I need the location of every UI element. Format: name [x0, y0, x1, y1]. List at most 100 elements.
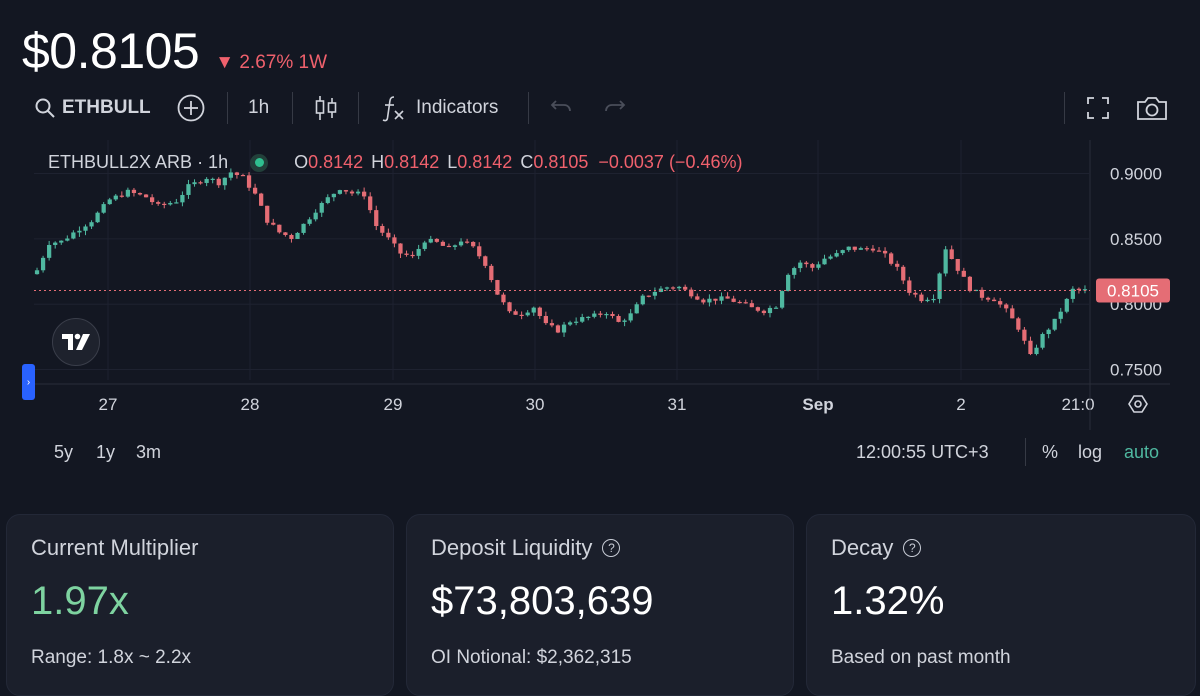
candle-up	[592, 313, 597, 317]
multiplier-card: Current Multiplier 1.97x Range: 1.8x ~ 2…	[6, 514, 394, 696]
sidebar-toggle-handle[interactable]: ›	[22, 364, 35, 400]
clock-time[interactable]: 12:00:55 UTC+3	[856, 442, 989, 462]
candle-up	[828, 256, 833, 259]
candle-down	[695, 296, 700, 300]
candle-up	[767, 307, 773, 314]
candle-down	[410, 254, 415, 257]
multiplier-value: 1.97x	[31, 579, 129, 623]
candle-up	[1082, 289, 1088, 291]
candle-down	[252, 187, 258, 194]
candle-down	[398, 243, 403, 254]
x-tick-label: 27	[99, 395, 118, 414]
legend-low-label: L	[447, 152, 458, 172]
candle-down	[1010, 308, 1015, 319]
candle-down	[143, 194, 149, 198]
candle-down	[810, 264, 815, 268]
candle-up	[943, 249, 948, 274]
fullscreen-button[interactable]	[1086, 88, 1110, 128]
range-1y[interactable]: 1y	[96, 442, 116, 462]
candle-up	[840, 250, 845, 254]
candle-down	[513, 311, 518, 315]
card-label: Decay ?	[831, 535, 922, 561]
card-label: Current Multiplier	[31, 535, 199, 561]
price-change-text: 2.67% 1W	[239, 52, 327, 73]
candle-down	[392, 237, 397, 244]
undo-icon	[550, 100, 571, 112]
candle-down	[882, 250, 888, 254]
log-scale-toggle[interactable]: log	[1078, 442, 1103, 462]
candle-down	[755, 307, 760, 311]
candle-up	[640, 295, 645, 305]
help-icon[interactable]: ?	[602, 539, 621, 557]
candle-down	[519, 314, 524, 316]
candle-down	[271, 222, 276, 225]
candle-up	[71, 232, 76, 239]
camera-icon	[1137, 97, 1167, 120]
y-tick-label: 0.7500	[1110, 361, 1162, 380]
candle-up	[580, 317, 585, 322]
candle-down	[137, 193, 143, 195]
indicators-button[interactable]: Indicators	[382, 88, 498, 128]
candle-up	[574, 321, 579, 323]
axis-settings-icon[interactable]	[1128, 395, 1148, 413]
tradingview-logo-icon[interactable]	[52, 318, 100, 366]
x-tick-label: 29	[384, 395, 403, 414]
candle-down	[440, 241, 445, 246]
candle-up	[416, 248, 421, 256]
candle-down	[864, 248, 870, 250]
candle-up	[779, 291, 785, 308]
redo-button[interactable]	[604, 88, 626, 128]
candle-up	[834, 253, 839, 257]
candle-down	[1016, 318, 1021, 330]
candle-up	[567, 322, 573, 325]
candle-down	[985, 297, 991, 300]
candle-up	[719, 296, 724, 301]
candle-down	[343, 190, 349, 192]
candle-down	[434, 238, 439, 242]
candle-down	[895, 263, 900, 267]
candle-up	[222, 177, 227, 186]
legend-symbol: ETHBULL2X ARB · 1h	[48, 152, 229, 172]
candle-down	[404, 253, 409, 255]
candle-down	[713, 298, 718, 301]
candle-down	[119, 195, 124, 197]
auto-scale-toggle[interactable]: auto	[1124, 442, 1160, 462]
candlestick-chart[interactable]: 27 28 29 30 31 Sep 2 21:00.90000.85000.80000.75…	[0, 140, 1200, 430]
x-tick-label: 30	[526, 395, 545, 414]
percent-scale-toggle[interactable]: %	[1042, 442, 1059, 462]
candle-down	[495, 280, 500, 295]
range-5y[interactable]: 5y	[54, 442, 74, 462]
last-price-badge	[1096, 278, 1170, 303]
help-icon[interactable]: ?	[903, 539, 922, 557]
candle-down	[483, 256, 488, 266]
y-tick-label: 0.8500	[1110, 230, 1162, 249]
candle-up	[664, 287, 670, 289]
candle-up	[1070, 288, 1075, 299]
legend-high-value: 0.8142	[384, 152, 440, 172]
candle-up	[65, 238, 70, 241]
candle-up	[652, 291, 658, 296]
candle-down	[150, 197, 155, 203]
screenshot-button[interactable]	[1136, 88, 1168, 128]
candle-down	[876, 250, 882, 252]
toolbar-divider	[227, 92, 228, 124]
candle-up	[186, 184, 191, 195]
candle-up	[561, 324, 567, 333]
candle-down	[234, 172, 240, 175]
range-3m[interactable]: 3m	[136, 442, 162, 462]
price-chart[interactable]: 27 28 29 30 31 Sep 2 21:0 0.9000 0.8500 0.8000 0.75…	[0, 140, 1200, 430]
candle-down	[701, 299, 706, 303]
candle-down	[967, 276, 972, 292]
candle-up	[295, 232, 300, 239]
candle-down	[1004, 304, 1009, 309]
candle-up	[622, 320, 627, 322]
candle-down	[156, 202, 161, 204]
legend-low-value: 0.8142	[457, 152, 513, 172]
compare-symbol-button[interactable]	[176, 88, 206, 128]
candle-up	[319, 202, 324, 213]
chart-type-button[interactable]	[314, 88, 338, 128]
interval-button[interactable]: 1h	[248, 88, 269, 128]
undo-button[interactable]	[550, 88, 572, 128]
symbol-search-button[interactable]: ETHBULL	[34, 88, 151, 128]
deposit-liquidity-value: $73,803,639	[431, 579, 654, 623]
